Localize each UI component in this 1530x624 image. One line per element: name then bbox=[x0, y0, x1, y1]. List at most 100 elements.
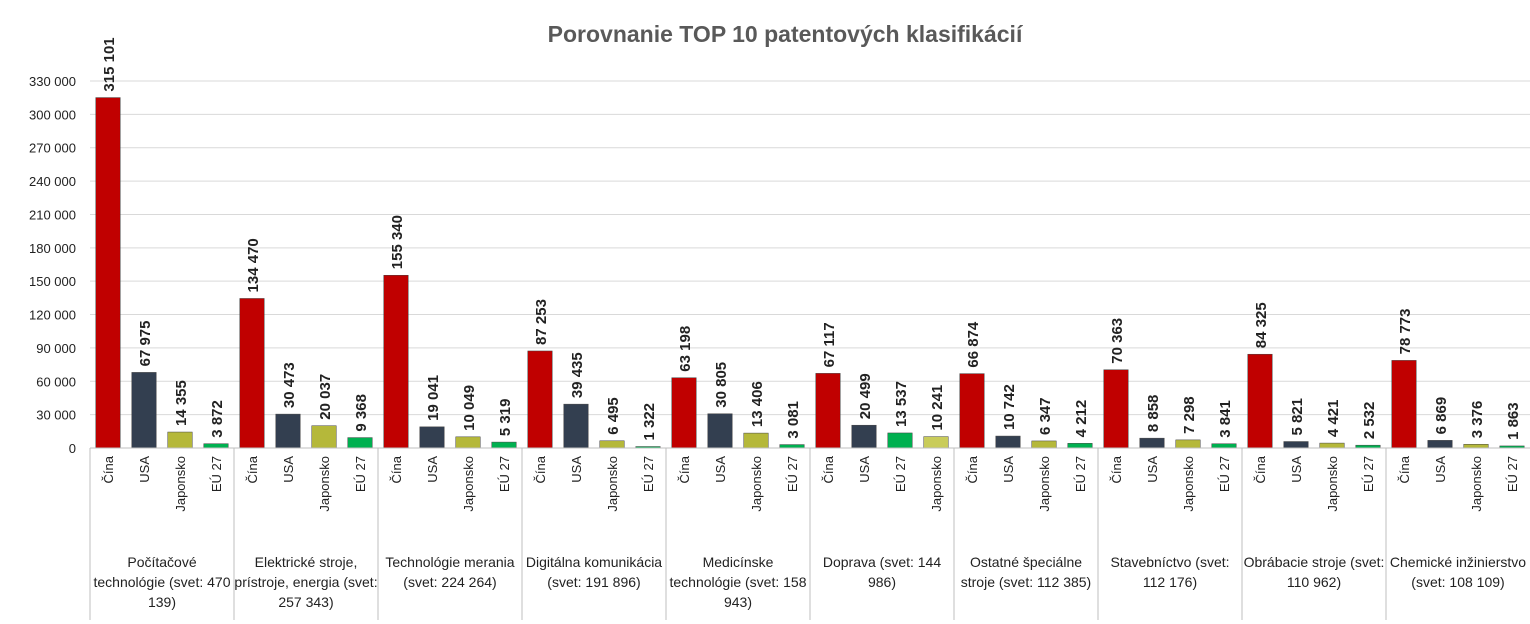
bar bbox=[491, 441, 517, 449]
bar bbox=[779, 444, 805, 449]
x-tick-label: Japonsko bbox=[1325, 456, 1340, 512]
bar bbox=[131, 372, 157, 449]
data-label: 20 037 bbox=[317, 374, 334, 420]
chart-title: Porovnanie TOP 10 patentových klasifikác… bbox=[548, 21, 1024, 47]
group-label: Elektrické stroje, prístroje, energia (s… bbox=[234, 554, 378, 610]
data-label: 20 499 bbox=[857, 373, 874, 419]
x-tick-label: Japonsko bbox=[605, 456, 620, 512]
bar bbox=[167, 431, 193, 449]
x-tick-label: EÚ 27 bbox=[1361, 456, 1376, 492]
y-tick-label: 120 000 bbox=[29, 308, 76, 323]
y-tick-label: 210 000 bbox=[29, 207, 76, 222]
x-tick-label: Japonsko bbox=[1469, 456, 1484, 512]
data-label: 6 869 bbox=[1433, 397, 1450, 435]
x-tick-label: USA bbox=[281, 456, 296, 483]
y-tick-label: 30 000 bbox=[36, 408, 76, 423]
group-label: Počítačové technológie (svet: 470 139) bbox=[93, 554, 231, 610]
bar bbox=[1391, 360, 1417, 449]
y-tick-label: 240 000 bbox=[29, 174, 76, 189]
data-label: 39 435 bbox=[569, 352, 586, 398]
bar bbox=[995, 435, 1021, 449]
group-label: Chemické inžinierstvo (svet: 108 109) bbox=[1389, 554, 1527, 590]
x-tick-label: Japonsko bbox=[317, 456, 332, 512]
bar bbox=[743, 432, 769, 449]
x-tick-label: EÚ 27 bbox=[1073, 456, 1088, 492]
data-label: 134 470 bbox=[245, 238, 262, 292]
x-tick-label: Čína bbox=[533, 455, 548, 483]
bar bbox=[1211, 443, 1237, 449]
bar bbox=[239, 298, 265, 449]
data-label: 87 253 bbox=[533, 299, 550, 345]
bar bbox=[923, 436, 949, 449]
bar bbox=[311, 425, 337, 449]
bar bbox=[1139, 437, 1165, 449]
data-label: 67 117 bbox=[821, 322, 838, 367]
x-tick-label: EÚ 27 bbox=[209, 456, 224, 492]
bar bbox=[599, 440, 625, 449]
data-label: 8 858 bbox=[1145, 395, 1162, 433]
data-label: 6 495 bbox=[605, 397, 622, 435]
bar bbox=[851, 424, 877, 449]
data-label: 155 340 bbox=[389, 215, 406, 269]
x-tick-label: Japonsko bbox=[749, 456, 764, 512]
bar bbox=[1319, 442, 1345, 449]
x-tick-label: EÚ 27 bbox=[641, 456, 656, 492]
x-tick-label: USA bbox=[857, 456, 872, 483]
data-label: 14 355 bbox=[173, 380, 190, 426]
bar bbox=[1247, 353, 1273, 449]
x-tick-label: Čína bbox=[1397, 455, 1412, 483]
x-tick-label: Japonsko bbox=[173, 456, 188, 512]
y-tick-label: 150 000 bbox=[29, 274, 76, 289]
data-label: 3 872 bbox=[209, 400, 226, 438]
group-label: Medicínske technológie (svet: 158 943) bbox=[669, 554, 807, 610]
bar bbox=[1463, 443, 1489, 449]
x-tick-label: Čína bbox=[101, 455, 116, 483]
data-label: 13 406 bbox=[749, 381, 766, 427]
data-label: 10 049 bbox=[461, 385, 478, 431]
data-label: 3 841 bbox=[1217, 400, 1234, 438]
group-label: Digitálna komunikácia (svet: 191 896) bbox=[525, 554, 663, 590]
data-label: 7 298 bbox=[1181, 396, 1198, 434]
data-label: 4 421 bbox=[1325, 400, 1342, 438]
x-tick-label: EÚ 27 bbox=[893, 456, 908, 492]
x-tick-label: USA bbox=[713, 456, 728, 483]
group-label: Ostatné špeciálne stroje (svet: 112 385) bbox=[960, 554, 1092, 590]
bar bbox=[707, 413, 733, 449]
x-tick-label: USA bbox=[425, 456, 440, 483]
bar bbox=[815, 373, 841, 449]
x-tick-label: EÚ 27 bbox=[353, 456, 368, 492]
data-label: 2 532 bbox=[1361, 402, 1378, 440]
x-tick-label: USA bbox=[137, 456, 152, 483]
x-tick-label: Čína bbox=[677, 455, 692, 483]
group-label: Stavebníctvo (svet: 112 176) bbox=[1110, 554, 1230, 590]
y-tick-label: 60 000 bbox=[36, 374, 76, 389]
bar bbox=[95, 97, 121, 449]
x-tick-label: USA bbox=[569, 456, 584, 483]
x-tick-label: Japonsko bbox=[1181, 456, 1196, 512]
bar bbox=[959, 373, 985, 449]
bar bbox=[527, 350, 553, 449]
bar bbox=[455, 436, 481, 449]
data-label: 9 368 bbox=[353, 394, 370, 432]
x-tick-label: Čína bbox=[965, 455, 980, 483]
x-tick-label: EÚ 27 bbox=[1217, 456, 1232, 492]
x-tick-label: USA bbox=[1289, 456, 1304, 483]
bar bbox=[347, 437, 373, 449]
group-label: Technológie merania (svet: 224 264) bbox=[385, 554, 515, 590]
y-tick-label: 270 000 bbox=[29, 141, 76, 156]
x-tick-label: EÚ 27 bbox=[785, 456, 800, 492]
bar bbox=[275, 413, 301, 449]
data-label: 78 773 bbox=[1397, 309, 1414, 355]
bar bbox=[1175, 439, 1201, 449]
x-tick-label: Japonsko bbox=[461, 456, 476, 512]
bar bbox=[203, 443, 229, 449]
x-tick-label: Čína bbox=[1109, 455, 1124, 483]
bar bbox=[563, 403, 589, 449]
data-label: 3 376 bbox=[1469, 401, 1486, 439]
data-label: 30 805 bbox=[713, 362, 730, 408]
data-label: 84 325 bbox=[1253, 302, 1270, 348]
bar bbox=[1283, 441, 1309, 449]
data-label: 10 241 bbox=[929, 385, 946, 431]
